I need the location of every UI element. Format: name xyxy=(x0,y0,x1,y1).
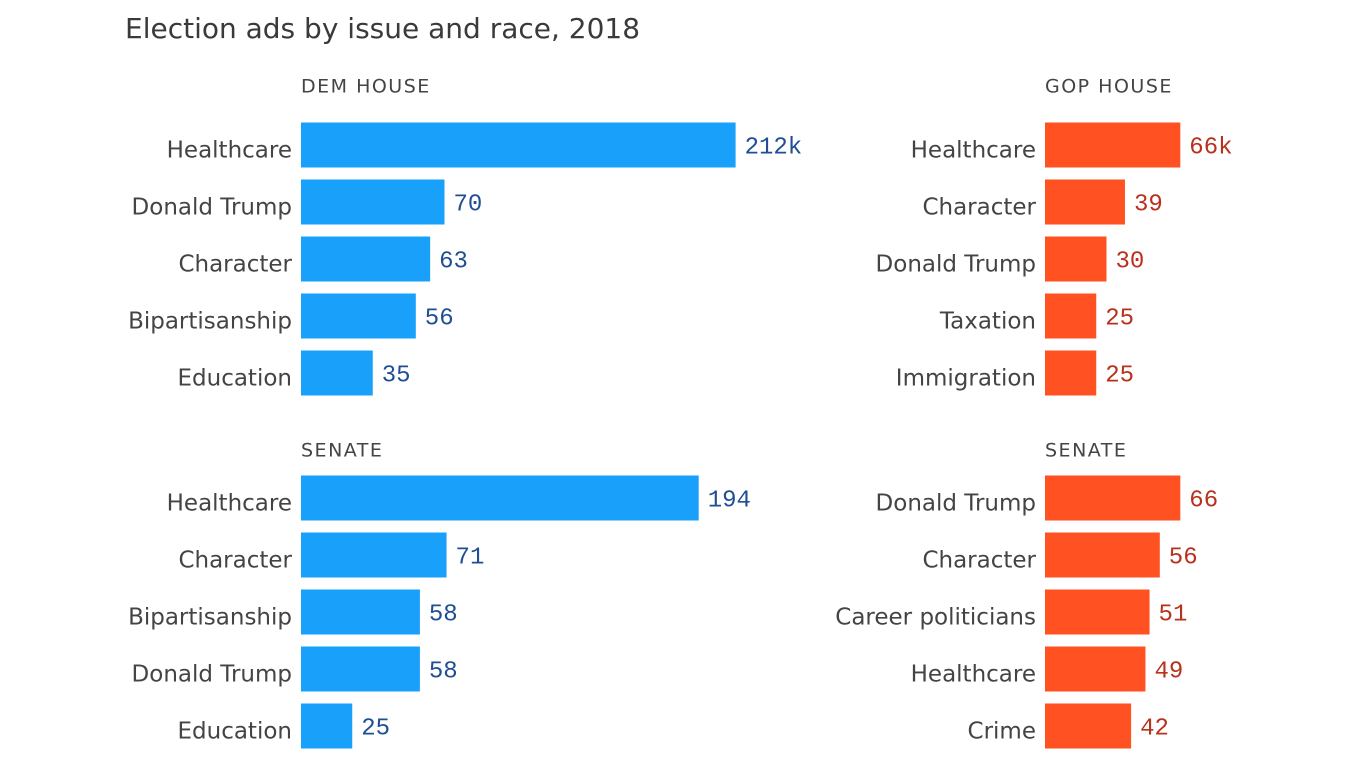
value-label: 58 xyxy=(429,658,458,685)
category-label: Healthcare xyxy=(167,491,292,517)
category-label: Character xyxy=(922,548,1036,574)
category-label: Career politicians xyxy=(835,605,1036,631)
bar xyxy=(1045,179,1125,225)
category-label: Education xyxy=(177,366,292,392)
bar xyxy=(1045,532,1160,578)
value-label: 30 xyxy=(1116,248,1145,275)
value-label: 51 xyxy=(1159,601,1188,628)
value-label: 70 xyxy=(454,191,483,218)
category-label: Donald Trump xyxy=(876,252,1036,278)
value-label: 56 xyxy=(1169,544,1198,571)
value-label: 49 xyxy=(1154,658,1183,685)
bar xyxy=(301,122,736,168)
category-label: Taxation xyxy=(939,309,1036,335)
bar xyxy=(1045,589,1150,635)
value-label: 212k xyxy=(745,134,803,161)
bar xyxy=(1045,646,1146,692)
bar xyxy=(1045,703,1132,749)
category-label: Education xyxy=(177,719,292,745)
value-label: 56 xyxy=(425,305,454,332)
category-label: Bipartisanship xyxy=(128,605,292,631)
panel-title: SENATE xyxy=(1045,440,1127,462)
value-label: 25 xyxy=(1105,305,1134,332)
panel-title: DEM HOUSE xyxy=(301,76,431,98)
category-label: Character xyxy=(922,195,1036,221)
value-label: 58 xyxy=(429,601,458,628)
category-label: Healthcare xyxy=(911,662,1036,688)
value-label: 71 xyxy=(456,544,485,571)
category-label: Immigration xyxy=(896,366,1036,392)
value-label: 66 xyxy=(1189,487,1218,514)
category-label: Donald Trump xyxy=(132,662,292,688)
category-label: Bipartisanship xyxy=(128,309,292,335)
bar xyxy=(301,532,447,578)
category-label: Character xyxy=(178,548,292,574)
value-label: 25 xyxy=(361,715,390,742)
bar xyxy=(301,236,431,282)
bar xyxy=(301,475,699,521)
value-label: 39 xyxy=(1134,191,1163,218)
bar xyxy=(1045,293,1097,339)
value-label: 25 xyxy=(1105,362,1134,389)
value-label: 194 xyxy=(708,487,751,514)
category-label: Crime xyxy=(968,719,1036,745)
category-label: Healthcare xyxy=(167,138,292,164)
panel-title: GOP HOUSE xyxy=(1045,76,1173,98)
value-label: 42 xyxy=(1140,715,1169,742)
bar xyxy=(301,589,420,635)
bar xyxy=(301,646,420,692)
bar xyxy=(1045,350,1097,396)
panel-title: SENATE xyxy=(301,440,383,462)
bar xyxy=(301,179,445,225)
bar xyxy=(301,703,353,749)
category-label: Healthcare xyxy=(911,138,1036,164)
category-label: Donald Trump xyxy=(876,491,1036,517)
value-label: 66k xyxy=(1189,134,1232,161)
value-label: 35 xyxy=(382,362,411,389)
bar xyxy=(1045,475,1181,521)
category-label: Character xyxy=(178,252,292,278)
bar xyxy=(301,293,416,339)
bar xyxy=(1045,236,1107,282)
bar xyxy=(1045,122,1181,168)
category-label: Donald Trump xyxy=(132,195,292,221)
bar xyxy=(301,350,373,396)
chart-title: Election ads by issue and race, 2018 xyxy=(125,12,640,45)
value-label: 63 xyxy=(439,248,468,275)
